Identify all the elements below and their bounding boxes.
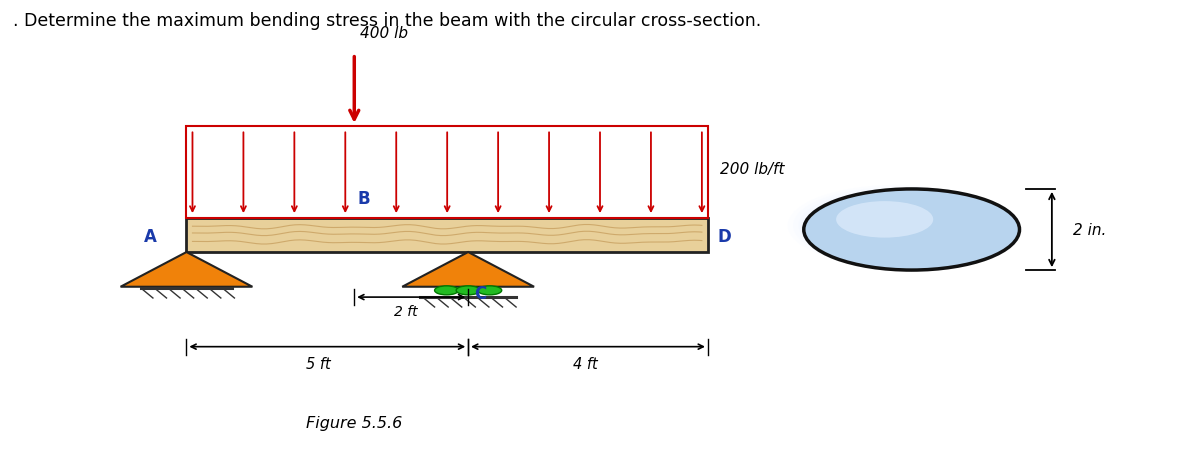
Circle shape (874, 218, 917, 234)
Polygon shape (120, 253, 252, 287)
Circle shape (456, 286, 480, 295)
Circle shape (826, 200, 966, 252)
Circle shape (836, 202, 934, 238)
Circle shape (478, 286, 502, 295)
Text: D: D (718, 228, 731, 246)
Circle shape (820, 198, 971, 254)
Circle shape (841, 206, 949, 246)
Circle shape (804, 189, 1020, 271)
Circle shape (847, 208, 944, 244)
Circle shape (815, 196, 977, 256)
Bar (186, 219, 708, 253)
Text: 200 lb/ft: 200 lb/ft (720, 162, 785, 177)
Polygon shape (402, 253, 534, 287)
Circle shape (858, 212, 934, 240)
Bar (186, 127, 708, 219)
Text: 2 ft: 2 ft (394, 304, 418, 318)
Text: 4 ft: 4 ft (574, 356, 598, 371)
Circle shape (890, 224, 901, 228)
Circle shape (804, 192, 988, 260)
Text: 400 lb: 400 lb (360, 26, 408, 41)
Circle shape (869, 216, 923, 236)
Circle shape (793, 188, 998, 264)
Circle shape (863, 214, 928, 238)
Text: A: A (144, 228, 156, 246)
Text: . Determine the maximum bending stress in the beam with the circular cross-secti: . Determine the maximum bending stress i… (13, 12, 761, 30)
Circle shape (836, 204, 955, 248)
Circle shape (830, 202, 960, 250)
Circle shape (880, 220, 912, 232)
Circle shape (434, 286, 458, 295)
Text: B: B (358, 189, 371, 207)
Text: C: C (474, 284, 486, 302)
Circle shape (809, 193, 982, 258)
Circle shape (798, 189, 992, 262)
Text: 2 in.: 2 in. (1074, 222, 1106, 238)
Text: 5 ft: 5 ft (306, 356, 331, 371)
Circle shape (884, 222, 906, 230)
Circle shape (852, 210, 938, 242)
Text: Figure 5.5.6: Figure 5.5.6 (306, 415, 402, 430)
Circle shape (787, 185, 1003, 267)
